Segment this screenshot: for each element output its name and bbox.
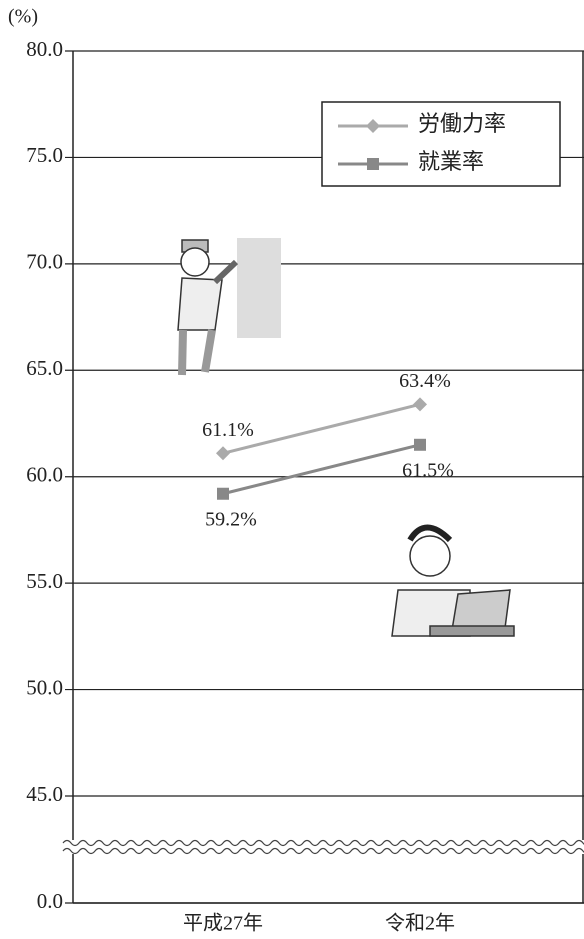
y-tick-label: 45.0 [26, 782, 63, 806]
series-line [222, 402, 421, 455]
data-label: 59.2% [205, 508, 257, 530]
data-label: 61.1% [202, 419, 254, 441]
point [413, 397, 427, 412]
y-tick-label: 60.0 [26, 463, 63, 487]
y-axis-label: (%) [8, 6, 38, 28]
point [367, 158, 379, 170]
y-tick-label: 80.0 [26, 37, 63, 61]
y-tick-label: 50.0 [26, 675, 63, 699]
point [366, 119, 380, 133]
x-tick-label: 令和2年 [385, 912, 455, 935]
point [414, 438, 426, 451]
y-tick-label: 70.0 [26, 250, 63, 274]
data-label: 63.4% [399, 370, 451, 392]
legend-label: 労働力率 [418, 111, 506, 136]
axis-break [62, 847, 584, 855]
axis-break [60, 840, 584, 854]
point [217, 487, 229, 500]
point [216, 446, 230, 461]
y-tick-label: 55.0 [26, 569, 63, 593]
x-tick-label: 平成27年 [183, 912, 263, 935]
y-tick-label: 0.0 [37, 889, 63, 913]
y-tick-label: 65.0 [26, 356, 63, 380]
data-label: 61.5% [402, 459, 454, 481]
illustrations [177, 238, 515, 637]
legend-label: 就業率 [418, 149, 484, 174]
y-tick-label: 75.0 [26, 143, 63, 167]
series-line [222, 443, 421, 496]
axis-break [62, 839, 584, 847]
legend-box [321, 101, 561, 187]
